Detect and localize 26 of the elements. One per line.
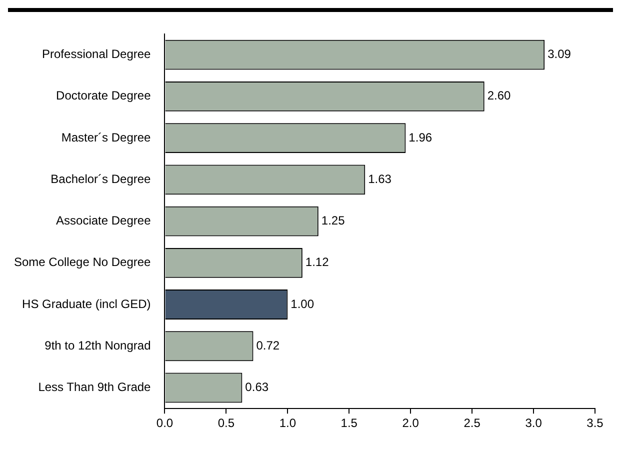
x-tick-label: 3.5 — [586, 416, 604, 430]
x-tick-label: 1.0 — [279, 416, 296, 430]
y-tick-label: 9th to 12th Nongrad — [44, 338, 151, 352]
data-label: 1.00 — [290, 296, 314, 311]
data-label: 1.25 — [321, 214, 346, 228]
y-tick-label: Some College No Degree — [14, 255, 152, 270]
y-tick-label: Doctorate Degree — [56, 88, 152, 103]
x-tick-label: 2.0 — [402, 416, 420, 430]
y-tick-label: HS Graduate (incl GED) — [22, 296, 151, 311]
data-label: 1.63 — [368, 172, 392, 186]
x-tick-label: 2.5 — [464, 416, 481, 430]
data-label: 2.60 — [487, 88, 512, 103]
x-tick-label: 0.5 — [218, 416, 235, 430]
data-label: 3.09 — [548, 47, 572, 62]
y-tick-label: Professional Degree — [42, 47, 152, 62]
y-tick-label: Associate Degree — [56, 214, 152, 228]
data-label: 0.63 — [245, 380, 269, 394]
x-tick-label: 3.0 — [525, 416, 542, 430]
data-label: 1.12 — [305, 255, 330, 270]
x-tick-label: 1.5 — [340, 416, 358, 430]
y-tick-label: Less Than 9th Grade — [38, 380, 152, 394]
x-tick-label: 0.0 — [156, 416, 174, 430]
data-label: 0.72 — [256, 338, 280, 352]
y-tick-label: Master´s Degree — [61, 130, 152, 144]
data-label: 1.96 — [408, 130, 432, 144]
y-tick-label: Bachelor´s Degree — [50, 172, 152, 186]
